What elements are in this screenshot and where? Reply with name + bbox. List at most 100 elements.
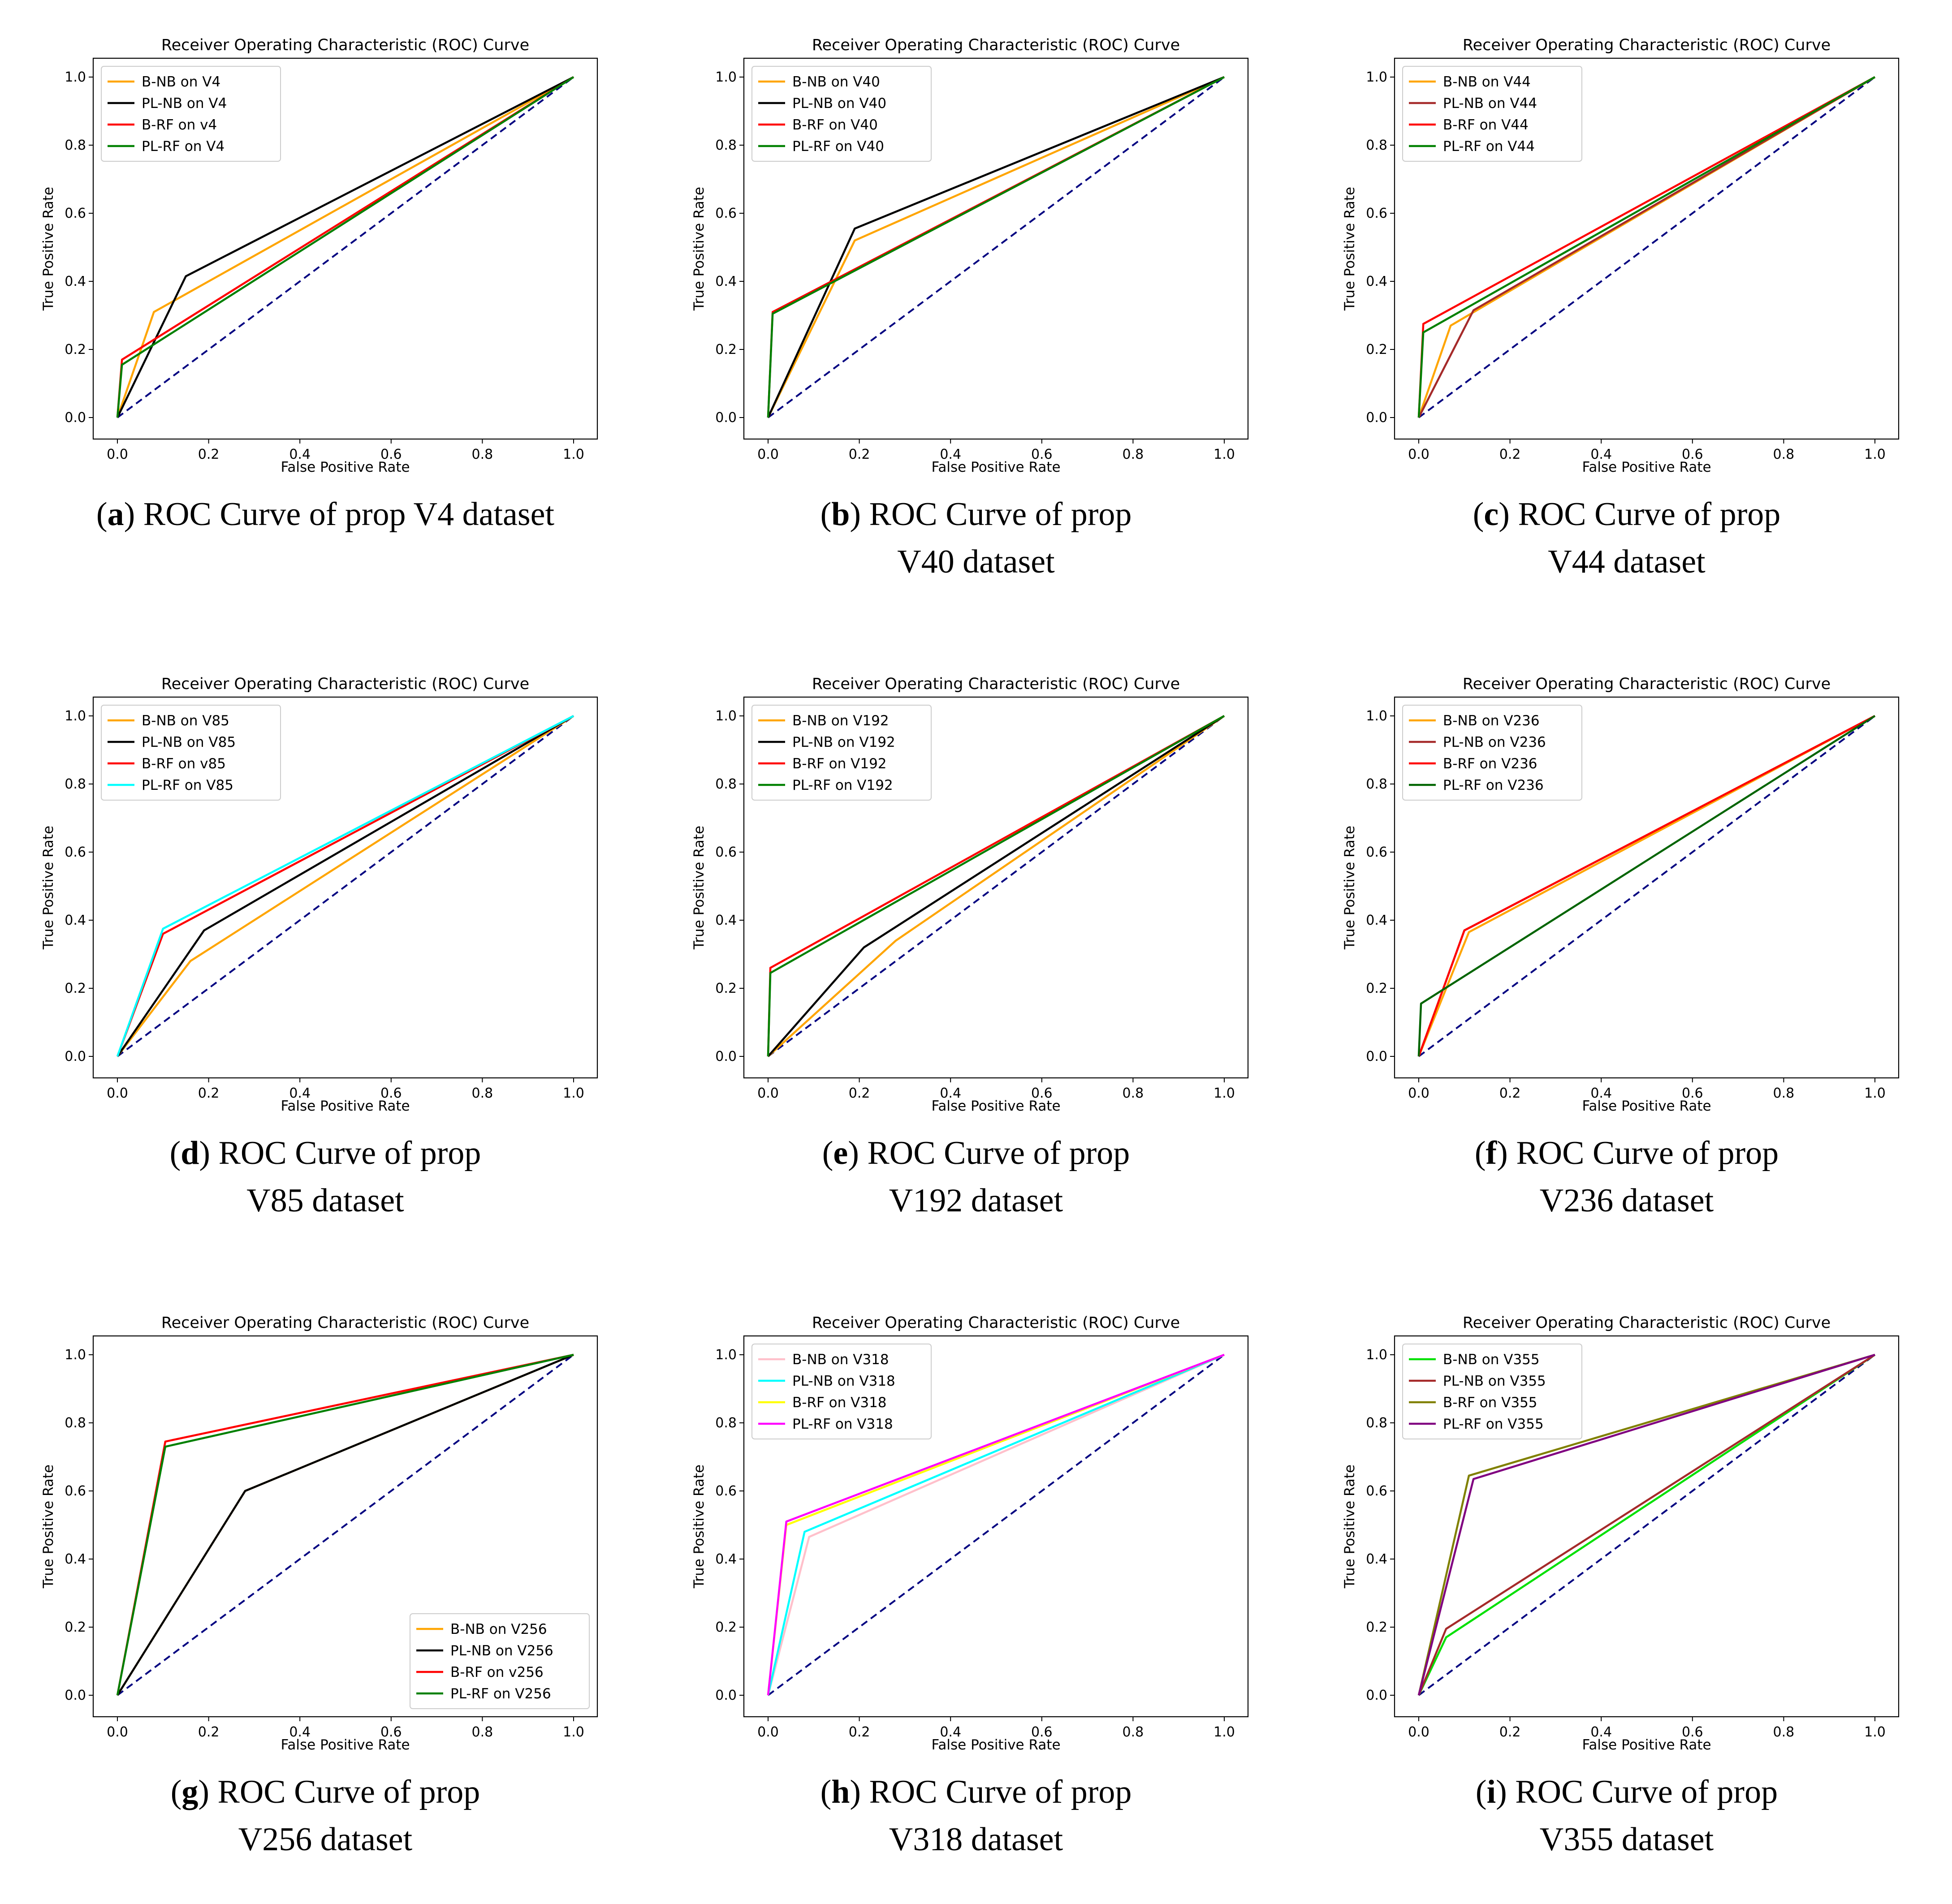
y-tick-label: 0.6 [65, 1483, 86, 1499]
legend-entry: B-RF on v85 [142, 756, 226, 772]
y-tick-label: 0.8 [1366, 776, 1387, 792]
x-tick-label: 0.6 [1031, 447, 1053, 462]
y-tick-label: 1.0 [65, 69, 86, 85]
legend: B-NB on V236 PL-NB on V236 B-RF on V236 PL-… [1402, 705, 1582, 801]
x-tick-label: 0.8 [1123, 1724, 1144, 1740]
y-axis-label: True Positive Rate [691, 187, 707, 311]
x-axis-label: False Positive Rate [281, 459, 410, 475]
caption-text: V40 dataset [897, 543, 1055, 580]
x-tick-label: 0.0 [1408, 1086, 1429, 1101]
roc-chart: Receiver Operating Characteristic (ROC) … [1342, 36, 1900, 475]
series-line [767, 715, 1225, 1057]
x-tick-label: 1.0 [1864, 447, 1886, 462]
x-tick-label: 0.8 [1773, 1724, 1795, 1740]
legend-entry: PL-RF on V355 [1443, 1416, 1544, 1432]
series-line [1417, 715, 1876, 1057]
roc-chart: Receiver Operating Characteristic (ROC) … [691, 1314, 1249, 1753]
x-tick-label: 0.8 [1773, 447, 1795, 462]
series-line [767, 76, 1225, 418]
chart-panel-a: Receiver Operating Characteristic (ROC) … [0, 0, 651, 626]
y-tick-label: 0.8 [715, 138, 737, 153]
caption-text: ROC Curve of prop [1516, 1135, 1779, 1172]
roc-chart: Receiver Operating Characteristic (ROC) … [40, 675, 598, 1114]
chart-panel-b: Receiver Operating Characteristic (ROC) … [651, 0, 1301, 626]
y-tick-label: 0.4 [65, 274, 86, 289]
x-axis-label: False Positive Rate [1582, 459, 1711, 475]
x-tick-label: 0.0 [1408, 1724, 1429, 1740]
legend-entry: PL-NB on V44 [1443, 95, 1537, 112]
series-line [1417, 76, 1876, 418]
legend-entry: B-NB on V85 [142, 713, 229, 729]
caption-letter: c [1484, 496, 1499, 533]
legend-entry: PL-NB on V4 [142, 95, 227, 112]
y-tick-label: 0.2 [715, 1620, 737, 1635]
y-tick-label: 0.0 [715, 1688, 737, 1703]
chance-baseline [1418, 715, 1876, 1057]
x-tick-label: 0.6 [1682, 447, 1703, 462]
y-tick-label: 0.6 [715, 206, 737, 221]
caption-letter: h [831, 1774, 850, 1810]
x-tick-label: 0.6 [1682, 1086, 1703, 1101]
x-tick-label: 0.4 [1590, 1724, 1612, 1740]
x-tick-label: 0.0 [107, 1086, 128, 1101]
y-axis-label: True Positive Rate [40, 1465, 56, 1589]
legend-entry: B-NB on V4 [142, 74, 220, 90]
caption-text: ROC Curve of prop [217, 1774, 480, 1810]
legend: B-NB on V192 PL-NB on V192 B-RF on V192 PL-… [751, 705, 932, 801]
caption-text: V192 dataset [889, 1182, 1063, 1219]
chance-baseline [117, 76, 574, 418]
figure-caption: (h) ROC Curve of prop V318 dataset [820, 1774, 1132, 1858]
series-line [117, 1353, 574, 1696]
series-line [767, 715, 1225, 1057]
y-tick-label: 1.0 [65, 1347, 86, 1363]
legend-entry: B-NB on V44 [1443, 74, 1531, 90]
legend-entry: B-RF on v256 [450, 1664, 544, 1680]
chart-title: Receiver Operating Characteristic (ROC) … [812, 1314, 1180, 1332]
caption-text: V236 dataset [1539, 1182, 1714, 1219]
legend-entry: B-RF on v4 [142, 117, 217, 133]
legend-box [751, 1344, 932, 1439]
x-tick-label: 0.8 [1123, 1086, 1144, 1101]
figure-caption: (d) ROC Curve of prop V85 dataset [169, 1135, 481, 1219]
x-tick-label: 1.0 [563, 1086, 584, 1101]
series-line [116, 715, 574, 1057]
chart-title: Receiver Operating Characteristic (ROC) … [161, 36, 529, 54]
x-tick-label: 0.4 [1590, 447, 1612, 462]
y-tick-label: 0.0 [65, 1688, 86, 1703]
x-tick-label: 0.4 [940, 1086, 961, 1101]
x-tick-label: 0.2 [849, 1086, 870, 1101]
legend-entry: PL-RF on V192 [792, 777, 893, 793]
y-tick-label: 0.4 [715, 913, 737, 928]
y-tick-label: 0.6 [1366, 844, 1387, 860]
chance-baseline [1418, 1354, 1876, 1696]
chart-panel-g: Receiver Operating Characteristic (ROC) … [0, 1278, 651, 1904]
x-tick-label: 0.6 [1682, 1724, 1703, 1740]
y-tick-label: 0.4 [65, 1551, 86, 1567]
y-tick-label: 0.6 [65, 844, 86, 860]
series-line [1417, 1354, 1876, 1696]
y-axis-label: True Positive Rate [691, 826, 707, 950]
x-tick-label: 0.2 [198, 1724, 220, 1740]
y-tick-label: 0.2 [1366, 342, 1387, 358]
series-line [116, 76, 574, 418]
x-tick-label: 0.6 [380, 447, 402, 462]
y-axis-label: True Positive Rate [691, 1465, 707, 1589]
y-tick-label: 0.0 [1366, 410, 1387, 426]
chart-title: Receiver Operating Characteristic (ROC) … [161, 1314, 529, 1332]
x-tick-label: 0.0 [107, 447, 128, 462]
x-tick-label: 0.2 [849, 1724, 870, 1740]
chance-baseline [767, 715, 1225, 1057]
chart-title: Receiver Operating Characteristic (ROC) … [1463, 36, 1831, 54]
chance-baseline [117, 715, 574, 1057]
legend-entry: B-NB on V318 [792, 1352, 889, 1368]
chart-panel-d: Receiver Operating Characteristic (ROC) … [0, 639, 651, 1265]
x-tick-label: 1.0 [1214, 1724, 1235, 1740]
x-tick-label: 1.0 [1214, 1086, 1235, 1101]
series-line [1417, 1353, 1875, 1696]
chart-panel-e: Receiver Operating Characteristic (ROC) … [651, 639, 1301, 1265]
y-tick-label: 0.0 [715, 410, 737, 426]
y-tick-label: 0.4 [715, 274, 737, 289]
series-line [116, 76, 574, 418]
x-tick-label: 0.8 [472, 1086, 493, 1101]
